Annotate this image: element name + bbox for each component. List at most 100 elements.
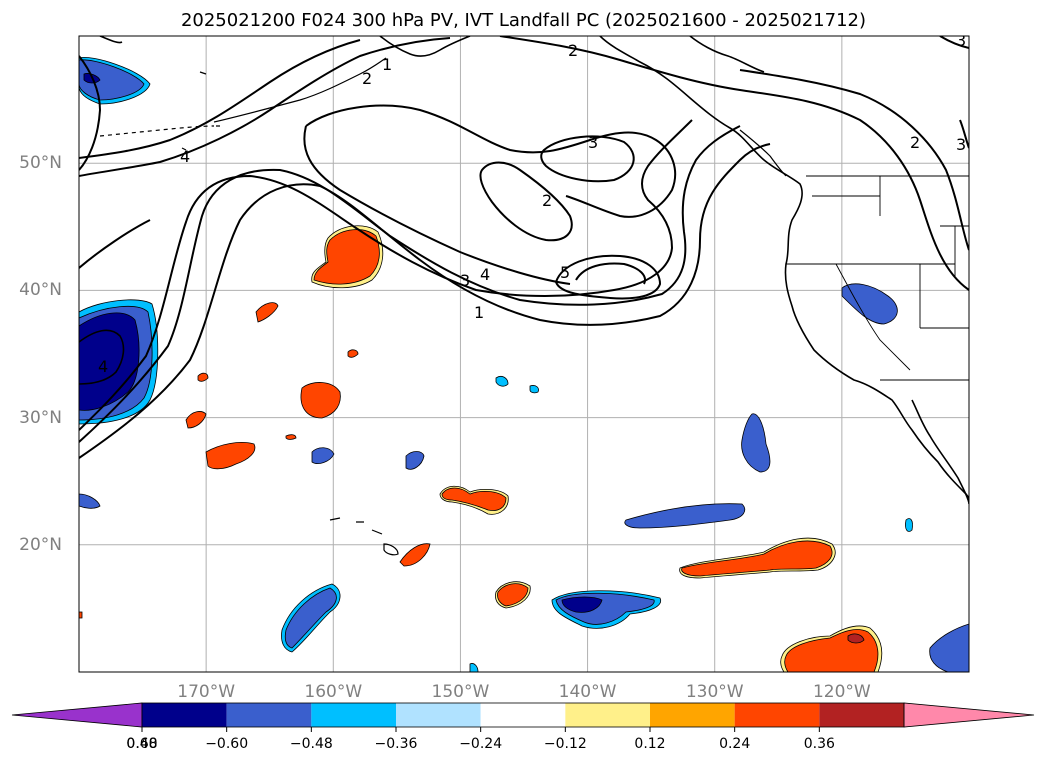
anomaly-region <box>469 663 479 672</box>
longitude-label: 170°W <box>177 682 236 702</box>
anomaly-region <box>495 376 509 387</box>
colorbar-tick-label: 0.60 <box>126 736 158 752</box>
positive-anomaly-regions <box>79 225 883 672</box>
contour-line <box>79 37 451 177</box>
contour-label: 3 <box>956 31 966 50</box>
colorbar-tick-label: 0.12 <box>634 736 666 752</box>
colorbar-segment <box>565 703 650 727</box>
latitude-label: 30°N <box>19 407 62 428</box>
contour-line <box>739 69 969 251</box>
anomaly-region <box>347 349 359 358</box>
contour-line <box>479 161 573 242</box>
map-frame <box>78 35 970 673</box>
political-borders <box>786 175 969 381</box>
colorbar-segment <box>819 703 904 727</box>
anomaly-region <box>497 583 529 607</box>
contour-label: 4 <box>180 147 190 166</box>
contour-line <box>79 219 151 269</box>
colorbar-tick-label: 0.24 <box>719 736 751 752</box>
map-title: 2025021200 F024 300 hPa PV, IVT Landfall… <box>180 10 867 31</box>
contour-label: 1 <box>382 55 392 74</box>
contour-labels: 2 1 2 3 2 4 4 3 5 1 4 2 3 3 <box>98 31 966 376</box>
colorbar-segment <box>480 703 566 727</box>
negative-anomaly-regions <box>79 56 969 672</box>
contour-label: 3 <box>956 135 966 154</box>
contour-line <box>540 135 635 183</box>
contour-label: 3 <box>588 133 598 152</box>
anomaly-region <box>405 451 425 470</box>
anomaly-region <box>185 411 207 429</box>
longitude-label: 130°W <box>685 682 744 702</box>
contour-label: 4 <box>480 265 490 284</box>
contour-line <box>305 104 677 218</box>
anomaly-region <box>300 382 341 419</box>
colorbar-tick-label: 0.36 <box>803 736 835 752</box>
colorbar-extend-high <box>903 702 1035 728</box>
colorbar-tick-label: −0.48 <box>289 736 333 752</box>
anomaly-region <box>79 611 83 619</box>
contour-line <box>575 262 646 285</box>
anomaly-region <box>929 623 969 672</box>
anomaly-region <box>624 503 746 529</box>
colorbar-segment <box>650 703 735 727</box>
colorbar <box>11 702 1035 732</box>
anomaly-region <box>905 518 913 532</box>
anomaly-region <box>205 442 256 470</box>
longitude-label: 160°W <box>304 682 363 702</box>
anomaly-region <box>255 302 279 323</box>
colorbar-tick-label: −0.12 <box>543 736 587 752</box>
gridlines <box>79 36 969 672</box>
anomaly-region <box>841 283 898 325</box>
latitude-label: 50°N <box>19 153 62 174</box>
anomaly-region <box>285 434 297 440</box>
colorbar-tick-label: 0.48 <box>126 736 158 752</box>
anomaly-region <box>441 487 507 511</box>
map-panel: 2 1 2 3 2 4 4 3 5 1 4 2 3 3 <box>79 31 969 672</box>
contour-label: 4 <box>98 357 108 376</box>
contour-label: 5 <box>560 263 570 282</box>
contour-line <box>79 119 693 431</box>
anomaly-region <box>79 312 140 411</box>
colorbar-segment <box>142 703 227 727</box>
contour-line <box>79 143 771 459</box>
contour-line <box>79 55 102 171</box>
anomaly-region <box>79 493 101 509</box>
anomaly-region <box>681 540 833 577</box>
contour-line <box>959 119 969 149</box>
contour-label: 2 <box>362 69 372 88</box>
colorbar-segment <box>734 703 820 727</box>
contour-line <box>554 254 662 300</box>
anomaly-region <box>741 413 771 473</box>
contour-label: 2 <box>910 133 920 152</box>
longitude-label: 120°W <box>812 682 871 702</box>
colorbar-tick-label: −0.60 <box>205 736 249 752</box>
contour-label: 3 <box>460 271 470 290</box>
latitude-label: 20°N <box>19 534 62 555</box>
anomaly-region <box>399 543 431 567</box>
anomaly-region <box>529 385 539 394</box>
contour-label: 1 <box>474 303 484 322</box>
colorbar-tick-label: −0.36 <box>374 736 418 752</box>
anomaly-region <box>79 59 145 101</box>
colorbar-extend-low <box>11 702 143 728</box>
colorbar-segment <box>396 703 481 727</box>
anomaly-region <box>284 587 337 649</box>
contour-line <box>79 125 741 443</box>
coastlines <box>99 36 969 556</box>
longitude-label: 150°W <box>431 682 490 702</box>
anomaly-region <box>561 596 603 613</box>
contour-label: 2 <box>542 191 552 210</box>
colorbar-segment <box>311 703 396 727</box>
contour-line <box>79 329 125 385</box>
contour-label: 2 <box>568 41 578 60</box>
anomaly-region <box>847 633 865 644</box>
contour-line <box>499 36 969 291</box>
colorbar-tick-label: −0.24 <box>459 736 503 752</box>
anomaly-region <box>313 229 380 285</box>
pv-contours <box>79 36 969 459</box>
colorbar-frame <box>141 702 905 728</box>
contour-line <box>303 125 571 285</box>
contour-line <box>79 39 361 159</box>
longitude-label: 140°W <box>558 682 617 702</box>
